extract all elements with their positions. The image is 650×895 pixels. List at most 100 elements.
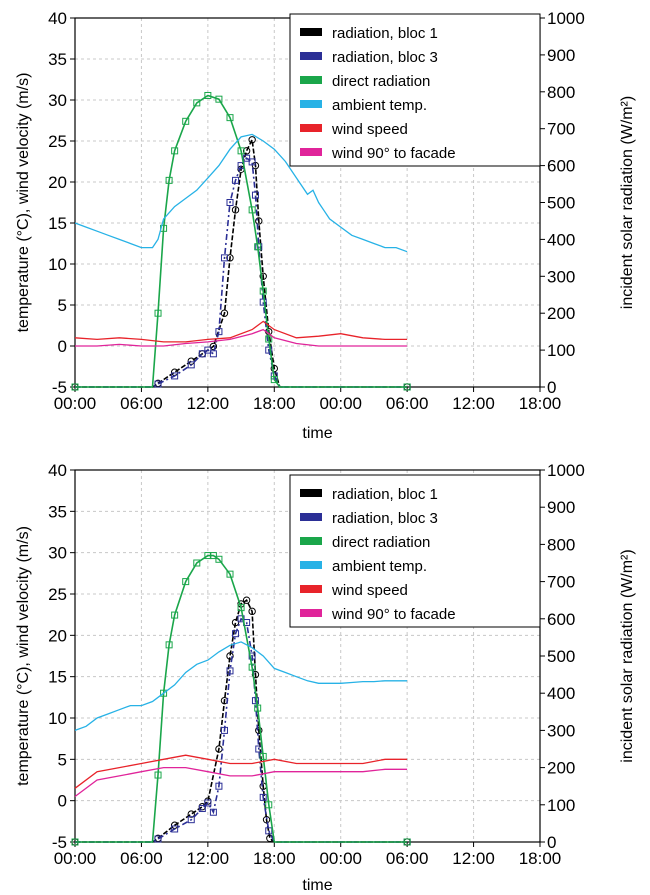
data-point [220,726,228,734]
y-tick-label: 30 [48,544,67,563]
legend-swatch [300,124,322,132]
x-tick-label: 18:00 [519,849,562,868]
data-point [265,801,273,809]
data-point [232,630,240,638]
data-point [403,383,411,391]
legend-swatch [300,513,322,521]
data-point [265,346,273,354]
x-tick-label: 18:00 [253,849,296,868]
data-point [215,328,223,336]
series-group [71,552,411,846]
data-point [243,154,251,162]
data-point [259,752,267,760]
data-point [154,771,162,779]
data-point [251,191,259,199]
data-point [231,206,240,214]
data-point [71,383,79,391]
data-point [242,147,251,155]
data-point [182,578,190,586]
legend-label: ambient temp. [332,97,427,114]
data-point [71,838,79,846]
y2-axis-label: incident solar radiation (W/m²) [619,549,636,762]
data-point [165,176,173,184]
series-line-5 [74,754,408,789]
x-axis-label: time [302,425,332,442]
y-tick-label: 25 [48,585,67,604]
y-tick-label: 20 [48,173,67,192]
y2-tick-label: 300 [547,267,575,286]
legend-label: wind speed [331,582,408,599]
y-tick-label: 0 [58,337,67,356]
series-line-3 [75,94,408,388]
y2-tick-label: 800 [547,83,575,102]
y2-tick-label: 400 [547,230,575,249]
data-point [226,652,234,660]
legend-label: radiation, bloc 3 [332,510,438,527]
data-point [187,816,195,824]
y2-tick-label: 100 [547,341,575,360]
x-tick-label: 00:00 [54,849,97,868]
data-point [215,555,223,563]
y2-tick-label: 1000 [547,461,585,480]
chart-panel-2: -505101520253035400100200300400500600700… [15,461,636,894]
data-point [242,596,251,604]
data-point [187,361,195,369]
data-point [226,667,234,675]
x-tick-label: 18:00 [519,394,562,413]
data-point [254,704,262,712]
data-point [154,309,162,317]
y-tick-label: 20 [48,626,67,645]
legend-swatch [300,537,322,545]
legend-label: direct radiation [332,534,430,551]
legend-label: radiation, bloc 3 [332,49,438,66]
data-point [220,309,229,317]
data-point [259,793,267,801]
y-tick-label: -5 [52,833,67,852]
y-tick-label: -5 [52,378,67,397]
data-point [198,350,206,358]
data-point [204,91,212,99]
legend-swatch [300,561,322,569]
x-tick-label: 12:00 [452,394,495,413]
legend-label: radiation, bloc 1 [332,25,438,42]
data-point [171,372,179,380]
y2-tick-label: 900 [547,498,575,517]
y-tick-label: 15 [48,214,67,233]
series-line-4 [74,133,408,253]
legend-swatch [300,28,322,36]
data-point [209,350,217,358]
y2-tick-label: 300 [547,721,575,740]
y-tick-label: 35 [48,50,67,69]
y2-axis-label: incident solar radiation (W/m²) [619,96,636,309]
data-point [198,805,206,813]
y-tick-label: 40 [48,461,67,480]
data-point [187,357,195,365]
data-point [187,810,195,818]
data-point [259,287,267,295]
legend-label: wind speed [331,121,408,138]
data-point [215,782,223,790]
data-point [226,114,234,122]
series-line-6 [74,766,408,798]
data-point [226,199,234,206]
y2-tick-label: 100 [547,796,575,815]
data-point [193,559,201,567]
x-tick-label: 06:00 [120,849,163,868]
data-point [265,827,273,835]
y2-tick-label: 400 [547,684,575,703]
y-tick-label: 40 [48,9,67,28]
data-point [237,147,245,155]
data-point [215,95,223,103]
legend-label: wind 90° to facade [331,145,456,162]
data-point [251,670,260,679]
y2-tick-label: 0 [547,833,556,852]
data-point [171,147,179,155]
series-line-1 [75,599,408,843]
legend: radiation, bloc 1 radiation, bloc 3 direct… [289,13,541,167]
data-point [154,835,162,843]
data-point [182,117,190,125]
series-line-2 [75,617,408,843]
y-axis-label: temperature (°C), wind velocity (m/s) [15,73,32,333]
x-tick-label: 12:00 [187,394,230,413]
